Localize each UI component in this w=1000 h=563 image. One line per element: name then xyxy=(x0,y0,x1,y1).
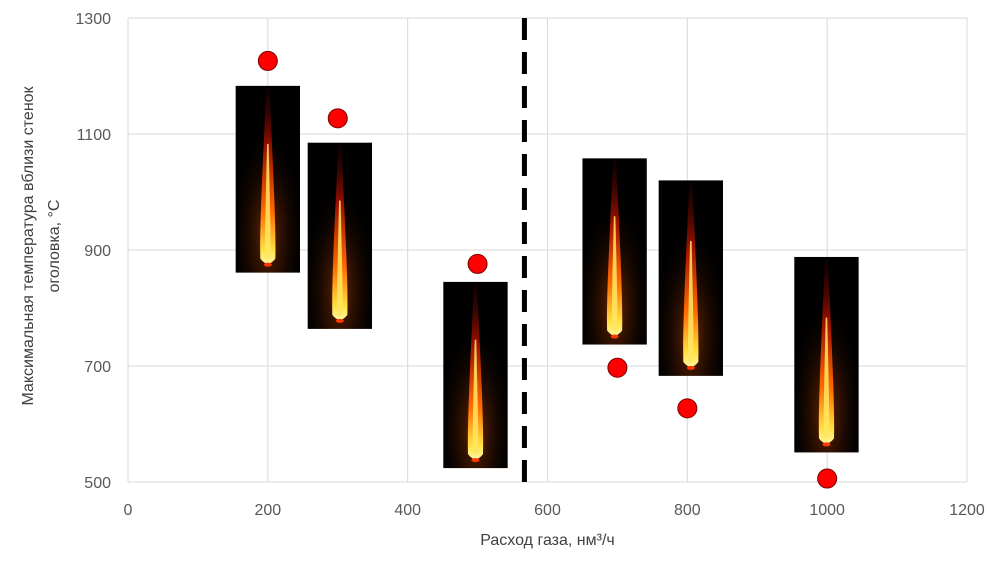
flame-image xyxy=(235,85,300,273)
x-tick-label: 200 xyxy=(254,502,281,519)
flame-image xyxy=(307,142,373,329)
y-axis-title-line2: оголовка, °С xyxy=(46,200,63,293)
y-tick-label: 1100 xyxy=(77,127,112,144)
y-axis-title-line1: Максимальная температура вблизи стенок xyxy=(20,85,37,405)
data-point xyxy=(257,50,278,71)
data-point xyxy=(327,108,348,129)
y-tick-label: 900 xyxy=(84,243,111,260)
data-point xyxy=(817,468,838,489)
data-point xyxy=(607,357,628,378)
y-tick-label: 500 xyxy=(84,475,111,492)
data-points xyxy=(257,50,838,489)
y-tick-label: 700 xyxy=(84,359,111,376)
x-tick-label: 1000 xyxy=(809,502,845,519)
x-tick-label: 400 xyxy=(394,502,421,519)
x-tick-label: 600 xyxy=(534,502,561,519)
x-tick-label: 0 xyxy=(124,502,133,519)
flame-image xyxy=(658,180,723,376)
flame-image xyxy=(582,158,647,345)
x-tick-label: 1200 xyxy=(949,502,985,519)
data-point xyxy=(677,398,698,419)
flame-image xyxy=(794,256,859,453)
x-tick-labels: 0 200 400 600 800 1000 1200 xyxy=(124,502,985,519)
x-tick-label: 800 xyxy=(674,502,701,519)
y-tick-labels: 500 700 900 1100 1300 xyxy=(75,11,111,492)
y-axis-title: Максимальная температура вблизи стенок о… xyxy=(20,85,63,405)
x-axis-title: Расход газа, нм³/ч xyxy=(480,532,614,549)
data-point xyxy=(467,253,488,274)
flame-image xyxy=(443,281,508,469)
y-tick-label: 1300 xyxy=(75,11,111,28)
flame-images xyxy=(235,85,859,469)
